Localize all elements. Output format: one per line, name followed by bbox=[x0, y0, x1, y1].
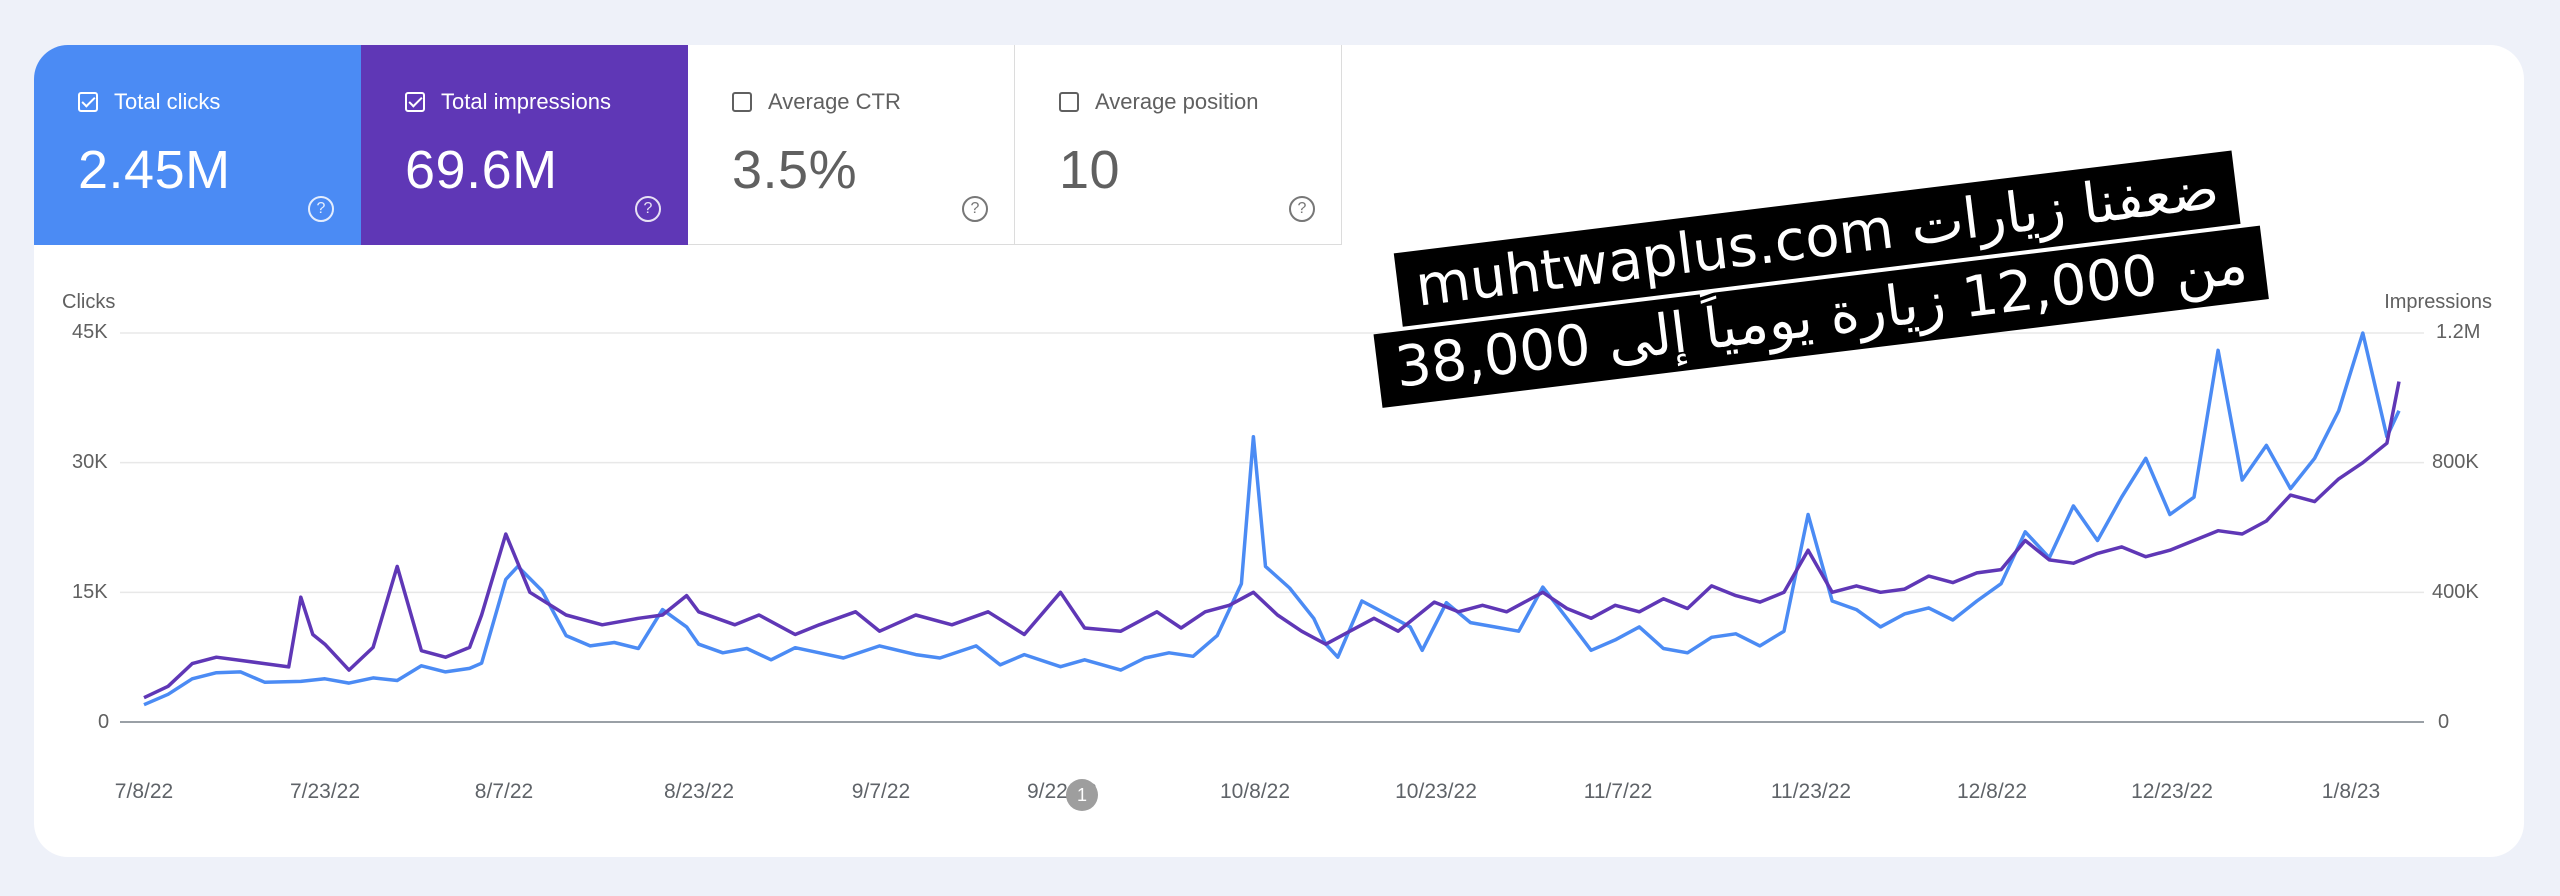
clicks-series-line[interactable] bbox=[143, 331, 2401, 707]
right-tick-label: 800K bbox=[2432, 451, 2479, 473]
metric-tiles: Total clicks 2.45M ? Total impressions 6… bbox=[34, 45, 1342, 245]
metric-label: Total impressions bbox=[441, 89, 611, 114]
metric-label: Total clicks bbox=[114, 89, 221, 114]
metric-label: Average position bbox=[1095, 89, 1259, 114]
x-tick-label: 8/23/22 bbox=[663, 780, 735, 803]
right-tick-label: 0 bbox=[2438, 711, 2450, 733]
x-tick-label: 7/23/22 bbox=[289, 780, 361, 803]
right-axis-title: Impressions bbox=[2384, 291, 2492, 313]
metric-header: Average position bbox=[1059, 89, 1259, 115]
metric-header: Total clicks bbox=[78, 89, 220, 115]
x-tick-label: 1/8/23 bbox=[2321, 780, 2381, 803]
x-tick-label: 8/7/22 bbox=[474, 780, 534, 803]
x-tick-label: 10/8/22 bbox=[1219, 780, 1291, 803]
x-tick-label: 10/23/22 bbox=[1395, 780, 1477, 803]
metric-value: 2.45M bbox=[78, 140, 231, 200]
left-axis-title: Clicks bbox=[62, 291, 116, 313]
metric-value: 69.6M bbox=[405, 140, 558, 200]
help-icon[interactable]: ? bbox=[1289, 196, 1315, 222]
checkbox-unchecked-icon[interactable] bbox=[732, 92, 752, 112]
x-tick-label: 9/7/22 bbox=[851, 780, 911, 803]
performance-line-chart[interactable] bbox=[34, 45, 2524, 857]
help-icon[interactable]: ? bbox=[308, 196, 334, 222]
left-tick-label: 45K bbox=[72, 321, 108, 343]
x-tick-label: 11/23/22 bbox=[1770, 780, 1852, 803]
metric-header: Total impressions bbox=[405, 89, 611, 115]
x-tick-label: 12/8/22 bbox=[1956, 780, 2028, 803]
left-tick-label: 15K bbox=[72, 581, 108, 603]
help-icon[interactable]: ? bbox=[962, 196, 988, 222]
metric-tile-total-impressions[interactable]: Total impressions 69.6M ? bbox=[361, 45, 688, 245]
help-icon[interactable]: ? bbox=[635, 196, 661, 222]
x-tick-label: 11/7/22 bbox=[1583, 780, 1653, 803]
performance-card: Total clicks 2.45M ? Total impressions 6… bbox=[34, 45, 2524, 857]
metric-value: 10 bbox=[1059, 140, 1121, 200]
metric-value: 3.5% bbox=[732, 140, 858, 200]
metric-tile-average-position[interactable]: Average position 10 ? bbox=[1015, 45, 1342, 245]
checkbox-checked-icon[interactable] bbox=[78, 92, 98, 112]
checkbox-checked-icon[interactable] bbox=[405, 92, 425, 112]
metric-tile-average-ctr[interactable]: Average CTR 3.5% ? bbox=[688, 45, 1015, 245]
left-tick-label: 30K bbox=[72, 451, 108, 473]
metric-label: Average CTR bbox=[768, 89, 901, 114]
metric-tile-total-clicks[interactable]: Total clicks 2.45M ? bbox=[34, 45, 361, 245]
checkbox-unchecked-icon[interactable] bbox=[1059, 92, 1079, 112]
right-tick-label: 400K bbox=[2432, 581, 2479, 603]
right-tick-label: 1.2M bbox=[2436, 321, 2481, 343]
x-tick-label: 7/8/22 bbox=[114, 780, 174, 803]
impressions-series-line[interactable] bbox=[143, 381, 2401, 700]
left-tick-label: 0 bbox=[98, 711, 110, 733]
x-tick-label: 12/23/22 bbox=[2131, 780, 2213, 803]
annotation-marker[interactable]: 1 bbox=[1066, 779, 1098, 811]
metric-header: Average CTR bbox=[732, 89, 901, 115]
